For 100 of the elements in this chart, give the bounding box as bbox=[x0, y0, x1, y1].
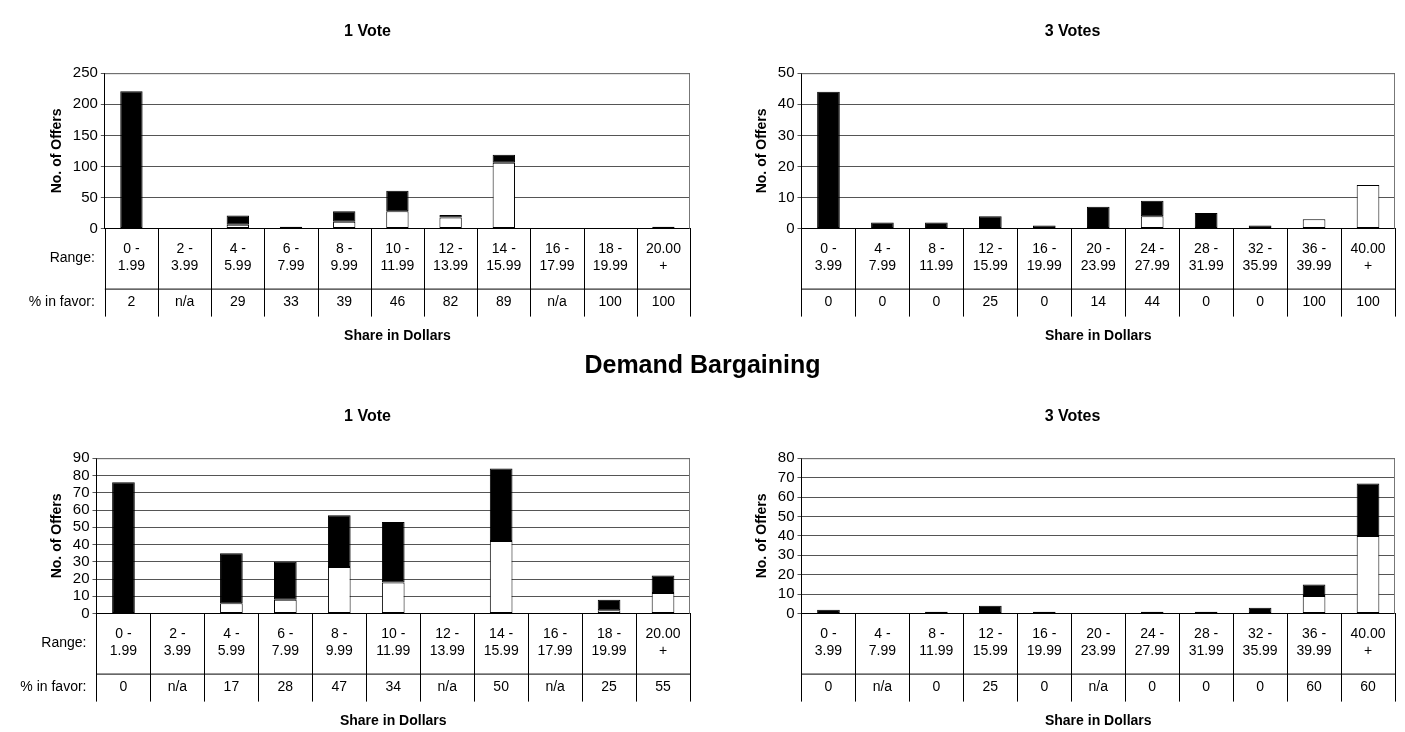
text: Demand Bargaining bbox=[583, 350, 822, 379]
x-tick-label: 8 - 11.99 bbox=[919, 239, 954, 273]
text: n/a bbox=[872, 678, 893, 695]
x-tick-label: 12 - 13.99 bbox=[429, 624, 465, 658]
x-tick-label: 24 - 27.99 bbox=[1134, 239, 1170, 273]
x-tick-label: 20.00 + bbox=[645, 624, 681, 658]
x-tick-label: 8 - 9.99 bbox=[325, 624, 354, 658]
text: 25 bbox=[982, 678, 999, 695]
text: 100 bbox=[1302, 293, 1326, 310]
x-tick-label: 0 - 1.99 bbox=[117, 239, 146, 273]
text: % in favor: bbox=[20, 678, 87, 695]
x-tick-label: 4 - 7.99 bbox=[868, 624, 897, 658]
text: 0 bbox=[824, 293, 833, 310]
x-tick-label: 36 - 39.99 bbox=[1296, 239, 1332, 273]
text: 2 bbox=[127, 293, 136, 310]
text: Range: bbox=[49, 249, 95, 266]
text: % in favor: bbox=[28, 293, 95, 310]
text: 100 bbox=[598, 293, 623, 310]
x-tick-label: 18 - 19.99 bbox=[592, 239, 628, 273]
y-axis-title: No. of Offers bbox=[48, 493, 65, 579]
y-tick-label: 80 bbox=[72, 465, 90, 483]
x-tick-label: 0 - 3.99 bbox=[814, 239, 843, 273]
y-tick-label: 20 bbox=[777, 156, 795, 174]
text: n/a bbox=[547, 293, 567, 310]
bar bbox=[226, 215, 249, 225]
text: 0 bbox=[878, 293, 887, 310]
y-axis-title: No. of Offers bbox=[753, 108, 770, 194]
text: n/a bbox=[174, 293, 195, 310]
x-tick-label: 0 - 3.99 bbox=[814, 624, 843, 658]
y-tick-label: 50 bbox=[72, 517, 90, 535]
text: n/a bbox=[545, 678, 566, 695]
text: 0 bbox=[932, 293, 941, 310]
x-tick-label: 14 - 15.99 bbox=[486, 239, 522, 273]
y-axis-title: No. of Offers bbox=[753, 493, 770, 579]
text: 60 bbox=[1360, 678, 1377, 695]
chart-title: 3 Votes bbox=[1044, 407, 1101, 425]
x-tick-label: 2 - 3.99 bbox=[163, 624, 192, 658]
text: 28 bbox=[277, 678, 294, 695]
x-tick-label: 6 - 7.99 bbox=[277, 239, 305, 273]
x-axis-title: Share in Dollars bbox=[1044, 327, 1152, 344]
x-tick-label: 16 - 19.99 bbox=[1026, 624, 1063, 658]
text: 50 bbox=[493, 678, 510, 695]
text: 17 bbox=[223, 678, 240, 695]
y-tick-label: 30 bbox=[777, 125, 795, 143]
text: 33 bbox=[283, 293, 300, 310]
y-tick-label: 40 bbox=[777, 94, 795, 112]
x-tick-label: 28 - 31.99 bbox=[1188, 624, 1224, 658]
y-tick-label: 50 bbox=[777, 506, 795, 524]
text: n/a bbox=[1088, 678, 1109, 695]
text: 0 bbox=[1256, 678, 1265, 695]
x-tick-label: 28 - 31.99 bbox=[1188, 239, 1224, 273]
bar bbox=[386, 190, 409, 212]
x-tick-label: 20 - 23.99 bbox=[1080, 239, 1116, 273]
x-tick-label: 8 - 9.99 bbox=[330, 239, 359, 273]
chart-title: 3 Votes bbox=[1044, 22, 1101, 40]
x-tick-label: 6 - 7.99 bbox=[271, 624, 300, 658]
text: 29 bbox=[230, 293, 246, 310]
y-tick-label: 30 bbox=[72, 551, 90, 569]
y-tick-label: 200 bbox=[72, 94, 98, 112]
y-tick-label: 30 bbox=[777, 545, 795, 563]
x-tick-label: 24 - 27.99 bbox=[1134, 624, 1170, 658]
chart-title: 1 Vote bbox=[344, 407, 392, 425]
x-axis-title: Share in Dollars bbox=[344, 327, 451, 344]
x-tick-label: 12 - 13.99 bbox=[433, 239, 469, 273]
bar bbox=[597, 599, 621, 611]
y-tick-label: 10 bbox=[777, 187, 795, 205]
y-tick-label: 10 bbox=[777, 584, 795, 602]
text: 0 bbox=[1040, 678, 1049, 695]
y-tick-label: 150 bbox=[72, 125, 98, 143]
y-tick-label: 10 bbox=[72, 586, 90, 604]
y-tick-label: 50 bbox=[777, 63, 795, 81]
y-tick-label: 60 bbox=[777, 487, 795, 505]
y-tick-label: 0 bbox=[89, 218, 98, 236]
x-tick-label: 8 - 11.99 bbox=[919, 624, 954, 658]
x-tick-label: 14 - 15.99 bbox=[483, 624, 519, 658]
text: 44 bbox=[1144, 293, 1161, 310]
text: 0 bbox=[1202, 678, 1211, 695]
text: n/a bbox=[167, 678, 188, 695]
text: 0 bbox=[1256, 293, 1265, 310]
text: 55 bbox=[655, 678, 672, 695]
y-tick-label: 50 bbox=[81, 187, 98, 205]
text: 46 bbox=[389, 293, 406, 310]
x-axis-title: Share in Dollars bbox=[339, 712, 447, 729]
text: 25 bbox=[601, 678, 618, 695]
text: 25 bbox=[982, 293, 999, 310]
x-tick-label: 12 - 15.99 bbox=[972, 239, 1009, 273]
y-tick-label: 90 bbox=[72, 448, 90, 466]
text: 100 bbox=[651, 293, 676, 310]
x-tick-label: 20 - 23.99 bbox=[1080, 624, 1116, 658]
x-axis-title: Share in Dollars bbox=[1044, 712, 1152, 729]
x-tick-label: 32 - 35.99 bbox=[1242, 239, 1278, 273]
text: 47 bbox=[331, 678, 348, 695]
y-tick-label: 250 bbox=[72, 63, 98, 81]
text: 0 bbox=[119, 678, 128, 695]
text: 0 bbox=[1040, 293, 1049, 310]
chart-title: 1 Vote bbox=[344, 22, 392, 40]
x-tick-label: 4 - 5.99 bbox=[217, 624, 246, 658]
bar bbox=[220, 553, 243, 604]
x-tick-label: 4 - 7.99 bbox=[868, 239, 897, 273]
x-tick-label: 20.00 + bbox=[645, 239, 682, 273]
